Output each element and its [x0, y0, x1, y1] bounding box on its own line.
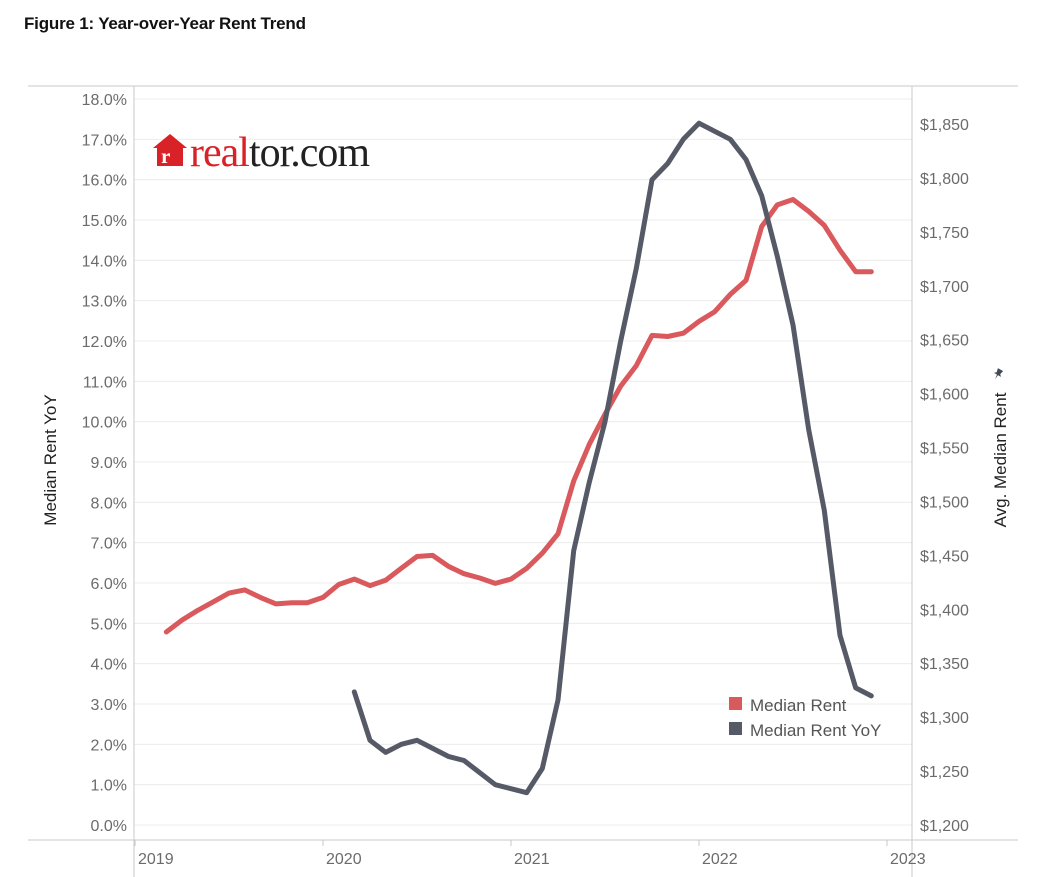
logo-text-dark: tor.com [249, 130, 370, 176]
left-tick-label: 14.0% [82, 253, 127, 270]
pin-icon [994, 368, 1004, 380]
left-tick-label: 3.0% [91, 697, 127, 714]
left-tick-label: 10.0% [82, 415, 127, 432]
right-tick-label: $1,600 [920, 387, 969, 404]
left-tick-label: 17.0% [82, 132, 127, 149]
legend-swatch-median-rent-yoy [729, 722, 742, 735]
left-tick-label: 5.0% [91, 616, 127, 633]
x-axis-ticks: 2019 2020 2021 2022 2023 [134, 840, 926, 868]
series-line-median-rent [163, 197, 874, 635]
right-tick-label: $1,800 [920, 171, 969, 188]
x-tick-label: 2023 [890, 851, 926, 868]
x-tick-label: 2021 [514, 851, 550, 868]
left-tick-label: 15.0% [82, 213, 127, 230]
right-axis-title: Avg. Median Rent [991, 392, 1010, 527]
right-tick-label: $1,650 [920, 333, 969, 350]
right-tick-label: $1,400 [920, 602, 969, 619]
left-tick-label: 6.0% [91, 576, 127, 593]
legend: Median Rent Median Rent YoY [729, 696, 881, 740]
left-tick-label: 8.0% [91, 495, 127, 512]
x-tick-label: 2020 [326, 851, 362, 868]
left-tick-label: 11.0% [83, 374, 127, 391]
realtor-house-icon: r [153, 134, 187, 168]
right-tick-label: $1,500 [920, 494, 969, 511]
logo-mark: r [161, 144, 170, 168]
series-line-median-rent-yoy [351, 120, 874, 796]
plot-frame [28, 85, 1018, 877]
right-tick-label: $1,550 [920, 441, 969, 458]
realtor-logo: r realtor.com [153, 130, 371, 176]
right-axis-ticks: $1,200 $1,250 $1,300 $1,350 $1,400 $1,450 $1,5… [920, 117, 969, 835]
logo-wordmark: realtor.com [190, 130, 370, 176]
left-tick-label: 4.0% [91, 657, 127, 674]
left-tick-label: 2.0% [91, 737, 127, 754]
right-tick-label: $1,350 [920, 656, 969, 673]
gridlines [134, 98, 912, 826]
legend-label-median-rent: Median Rent [750, 696, 847, 715]
figure-title: Figure 1: Year-over-Year Rent Trend [24, 14, 306, 33]
right-tick-label: $1,300 [920, 710, 969, 727]
left-tick-label: 13.0% [82, 294, 127, 311]
right-tick-label: $1,200 [920, 818, 969, 835]
left-tick-label: 18.0% [82, 92, 127, 109]
left-tick-label: 9.0% [91, 455, 127, 472]
right-tick-label: $1,700 [920, 279, 969, 296]
series-layer [163, 120, 874, 796]
right-tick-label: $1,750 [920, 225, 969, 242]
left-tick-label: 7.0% [91, 536, 127, 553]
logo-text-red: real [190, 130, 249, 176]
left-tick-label: 1.0% [91, 778, 127, 795]
right-tick-label: $1,850 [920, 117, 969, 134]
legend-label-median-rent-yoy: Median Rent YoY [750, 721, 881, 740]
x-tick-label: 2022 [702, 851, 738, 868]
x-tick-label: 2019 [138, 851, 174, 868]
right-tick-label: $1,450 [920, 548, 969, 565]
left-tick-label: 0.0% [91, 818, 127, 835]
left-axis-ticks: 0.0% 1.0% 2.0% 3.0% 4.0% 5.0% 6.0% 7.0% 8.0% 9.0%… [82, 92, 127, 835]
right-tick-label: $1,250 [920, 764, 969, 781]
left-axis-title: Median Rent YoY [41, 394, 60, 525]
left-tick-label: 16.0% [82, 173, 127, 190]
legend-swatch-median-rent [729, 697, 742, 710]
left-tick-label: 12.0% [82, 334, 127, 351]
